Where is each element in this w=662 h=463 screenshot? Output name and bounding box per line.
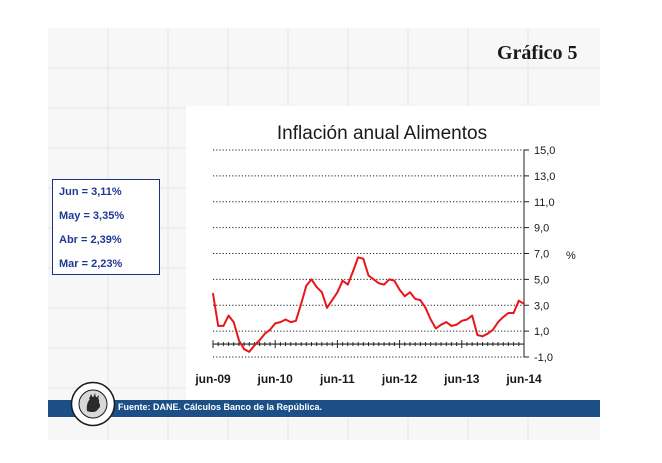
x-tick-label: jun-13 <box>443 372 480 386</box>
data-point <box>232 321 235 323</box>
source-note: Fuente: DANE. Cálculos Banco de la Repúb… <box>118 402 323 412</box>
data-point <box>263 332 266 335</box>
bank-seal-icon <box>70 381 116 427</box>
data-point <box>424 306 427 309</box>
data-point <box>357 256 360 259</box>
data-point <box>362 257 365 260</box>
latest-value-abr: Abr = 2,39% <box>59 234 122 246</box>
data-point <box>222 325 225 327</box>
latest-value-may: May = 3,35% <box>59 210 125 222</box>
y-tick-label: 3,0 <box>534 300 549 312</box>
data-point <box>512 312 515 314</box>
data-point <box>388 278 391 281</box>
y-tick-labels: -1,0 1,0 3,0 5,0 7,0 9,0 11,0 13,0 15,0 <box>534 145 555 364</box>
data-point <box>419 299 422 301</box>
data-point <box>502 315 505 318</box>
x-tick-label: jun-10 <box>257 372 294 386</box>
data-point <box>300 303 303 305</box>
data-point <box>523 302 525 305</box>
data-point <box>341 279 344 282</box>
data-point <box>352 270 354 273</box>
data-point <box>305 284 308 287</box>
data-point <box>269 328 271 331</box>
x-tick-label: jun-09 <box>194 372 231 386</box>
data-point <box>243 348 246 351</box>
data-point <box>466 318 468 321</box>
y-tick-label: -1,0 <box>534 352 553 364</box>
data-point <box>398 288 401 291</box>
data-point <box>284 318 287 321</box>
series-layer <box>212 256 525 353</box>
data-point <box>481 335 484 338</box>
y-axis-unit-label: % <box>566 250 576 262</box>
footer-bar <box>48 400 600 417</box>
slide-background <box>48 28 600 440</box>
data-point <box>445 321 448 323</box>
data-point <box>295 319 297 322</box>
data-point <box>497 321 499 323</box>
x-tick-labels: jun-09 jun-10 jun-11 jun-12 jun-13 jun-14 <box>194 372 542 386</box>
data-point <box>289 321 292 323</box>
x-tick-label: jun-11 <box>319 372 355 386</box>
data-point <box>310 278 313 281</box>
x-tick-label: jun-14 <box>505 372 542 386</box>
data-point <box>393 279 396 282</box>
y-tick-label: 15,0 <box>534 145 555 157</box>
data-point <box>258 339 261 342</box>
series-line <box>212 256 525 353</box>
data-point <box>212 292 214 295</box>
y-tick-label: 5,0 <box>534 274 549 286</box>
gridlines <box>213 149 524 358</box>
chart-title: Inflación anual Alimentos <box>277 123 487 144</box>
y-tick-label: 11,0 <box>534 197 555 209</box>
data-point <box>492 328 494 331</box>
slide-title: Gráfico 5 <box>497 42 578 64</box>
data-point <box>434 327 437 330</box>
y-tick-label: 13,0 <box>534 171 555 183</box>
data-point <box>450 325 453 327</box>
data-point <box>455 323 458 326</box>
data-point <box>227 314 230 317</box>
data-point <box>320 291 323 294</box>
y-tick-label: 1,0 <box>534 326 549 338</box>
data-point <box>476 334 479 336</box>
data-point <box>403 295 406 298</box>
latest-value-mar: Mar = 2,23% <box>59 258 123 270</box>
data-point <box>336 291 339 294</box>
data-point <box>326 306 328 309</box>
data-point <box>440 323 442 326</box>
data-point <box>471 314 474 317</box>
y-axis <box>523 149 529 358</box>
data-point <box>517 299 520 302</box>
data-point <box>253 344 256 347</box>
data-point <box>331 299 334 301</box>
x-axis <box>212 340 525 349</box>
data-point <box>429 318 432 321</box>
data-point <box>414 297 417 300</box>
y-tick-label: 7,0 <box>534 249 549 261</box>
data-point <box>248 350 251 353</box>
data-point <box>372 278 375 281</box>
latest-values-box: Jun = 3,11% May = 3,35% Abr = 2,39% Mar … <box>52 179 160 275</box>
data-point <box>507 312 510 314</box>
data-point <box>217 325 220 327</box>
data-point <box>486 332 489 335</box>
latest-value-jun: Jun = 3,11% <box>59 186 122 198</box>
data-point <box>279 321 282 323</box>
data-point <box>377 282 380 285</box>
data-point <box>409 291 411 294</box>
data-point <box>367 274 370 277</box>
data-point <box>383 283 385 286</box>
data-point <box>238 339 240 342</box>
data-point <box>315 286 318 289</box>
data-point <box>274 322 277 325</box>
data-point <box>460 319 463 322</box>
x-tick-label: jun-12 <box>381 372 418 386</box>
data-point <box>346 283 349 286</box>
y-tick-label: 9,0 <box>534 223 549 235</box>
